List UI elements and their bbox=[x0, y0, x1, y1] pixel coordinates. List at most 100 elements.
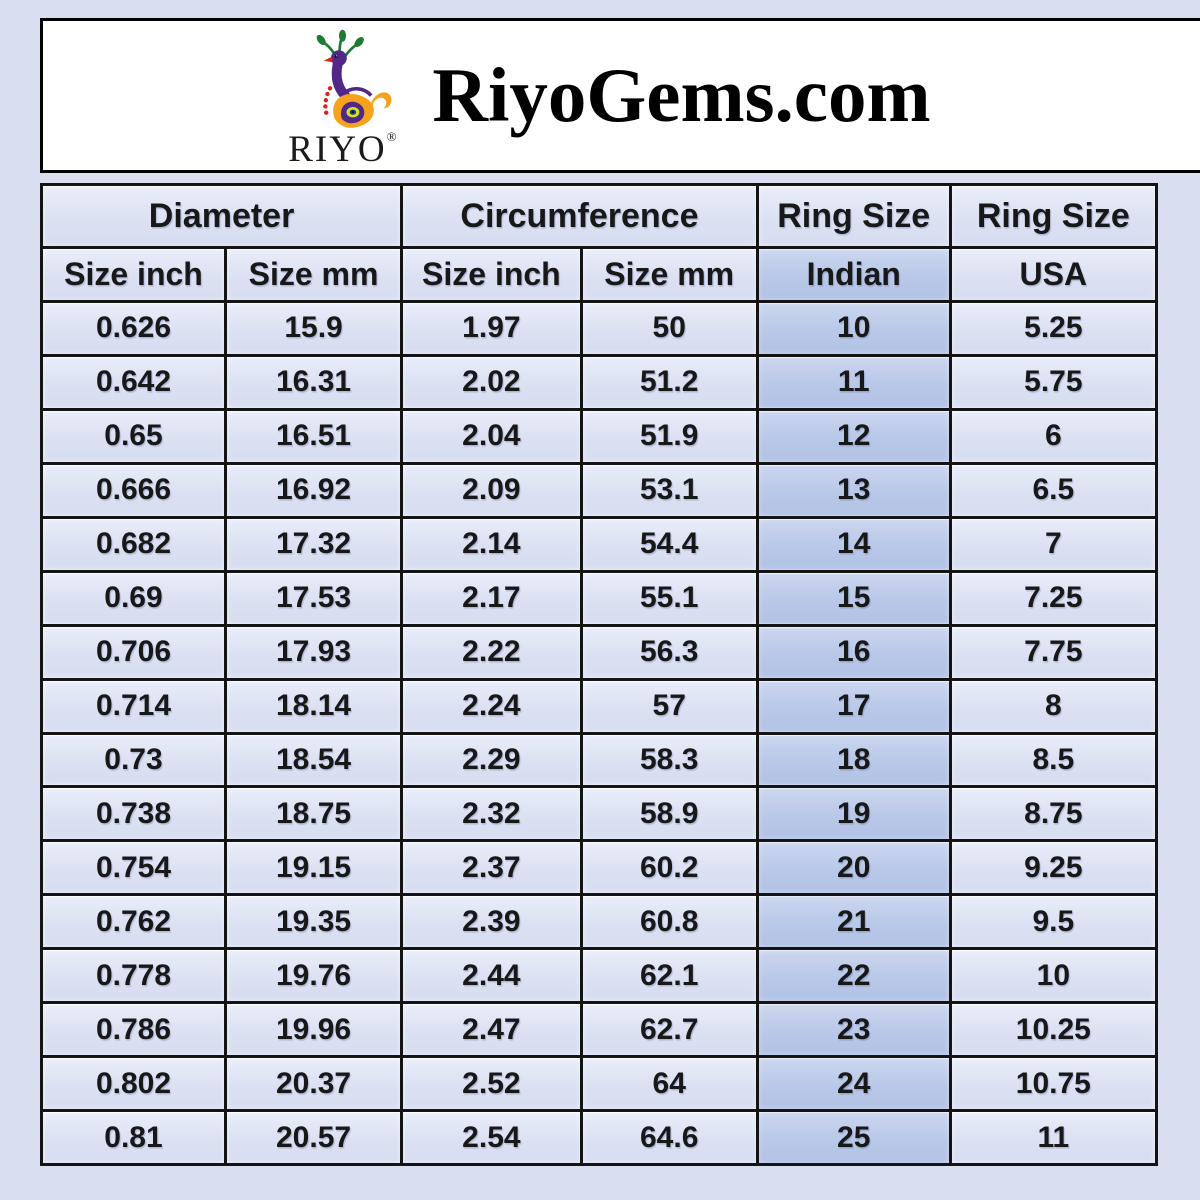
table-row: 0.73 18.54 2.29 58.3 18 8.5 bbox=[40, 731, 1159, 789]
table-cell: 2.29 bbox=[400, 731, 583, 789]
table-cell: 5.75 bbox=[948, 353, 1159, 411]
col-header-circumference-mm: Size mm bbox=[579, 246, 759, 303]
table-cell: 64 bbox=[579, 1055, 759, 1113]
table-cell: 5.25 bbox=[948, 300, 1159, 357]
table-cell: 18.54 bbox=[223, 731, 404, 789]
column-header-row: Size inch Size mm Size inch Size mm Indi… bbox=[40, 246, 1159, 303]
table-cell: 8.5 bbox=[948, 731, 1159, 789]
table-cell: 0.73 bbox=[40, 731, 227, 789]
table-cell: 15.9 bbox=[223, 300, 404, 357]
table-cell: 6 bbox=[948, 407, 1159, 465]
table-cell: 2.02 bbox=[400, 353, 583, 411]
table-cell: 2.17 bbox=[400, 569, 583, 627]
table-cell: 21 bbox=[755, 893, 952, 951]
table-cell: 2.39 bbox=[400, 893, 583, 951]
riyo-logo: RIYO® bbox=[266, 29, 418, 168]
table-cell: 0.626 bbox=[40, 300, 227, 357]
table-cell: 10.75 bbox=[948, 1055, 1159, 1113]
table-cell: 20.37 bbox=[223, 1055, 404, 1113]
table-cell: 62.7 bbox=[579, 1001, 759, 1059]
table-cell: 2.22 bbox=[400, 623, 583, 681]
table-cell: 0.802 bbox=[40, 1055, 227, 1113]
table-row: 0.714 18.14 2.24 57 17 8 bbox=[40, 677, 1159, 735]
table-cell: 17.53 bbox=[223, 569, 404, 627]
table-cell: 51.2 bbox=[579, 353, 759, 411]
table-row: 0.666 16.92 2.09 53.1 13 6.5 bbox=[40, 461, 1159, 519]
table-cell: 15 bbox=[755, 569, 952, 627]
table-row: 0.682 17.32 2.14 54.4 14 7 bbox=[40, 515, 1159, 573]
brand-header: RIYO® RiyoGems.com bbox=[40, 18, 1200, 173]
table-cell: 7.75 bbox=[948, 623, 1159, 681]
table-cell: 18 bbox=[755, 731, 952, 789]
table-cell: 11 bbox=[755, 353, 952, 411]
table-cell: 0.738 bbox=[40, 785, 227, 843]
table-row: 0.642 16.31 2.02 51.2 11 5.75 bbox=[40, 353, 1159, 411]
table-cell: 17.32 bbox=[223, 515, 404, 573]
table-cell: 0.778 bbox=[40, 947, 227, 1005]
table-cell: 16.92 bbox=[223, 461, 404, 519]
col-header-diameter-inch: Size inch bbox=[40, 246, 227, 303]
col-header-usa: USA bbox=[948, 246, 1159, 303]
table-row: 0.706 17.93 2.22 56.3 16 7.75 bbox=[40, 623, 1159, 681]
table-cell: 7.25 bbox=[948, 569, 1159, 627]
table-cell: 0.65 bbox=[40, 407, 227, 465]
col-header-circumference-inch: Size inch bbox=[400, 246, 583, 303]
table-cell: 51.9 bbox=[579, 407, 759, 465]
table-cell: 14 bbox=[755, 515, 952, 573]
table-cell: 2.14 bbox=[400, 515, 583, 573]
col-group-diameter: Diameter bbox=[39, 183, 404, 249]
table-cell: 19.96 bbox=[223, 1001, 404, 1059]
table-cell: 0.786 bbox=[40, 1001, 227, 1059]
table-cell: 20 bbox=[755, 839, 952, 897]
table-cell: 55.1 bbox=[579, 569, 759, 627]
table-cell: 19.15 bbox=[223, 839, 404, 897]
table-cell: 2.04 bbox=[400, 407, 583, 465]
table-cell: 20.57 bbox=[223, 1109, 404, 1166]
table-cell: 22 bbox=[755, 947, 952, 1005]
logo-wordmark: RIYO® bbox=[288, 128, 397, 168]
table-cell: 60.8 bbox=[579, 893, 759, 951]
table-row: 0.778 19.76 2.44 62.1 22 10 bbox=[40, 947, 1159, 1005]
table-cell: 2.09 bbox=[400, 461, 583, 519]
table-cell: 25 bbox=[755, 1109, 952, 1166]
table-row: 0.65 16.51 2.04 51.9 12 6 bbox=[40, 407, 1159, 465]
table-cell: 0.642 bbox=[40, 353, 227, 411]
table-cell: 0.69 bbox=[40, 569, 227, 627]
table-cell: 2.54 bbox=[400, 1109, 583, 1166]
table-cell: 53.1 bbox=[579, 461, 759, 519]
table-row: 0.802 20.37 2.52 64 24 10.75 bbox=[40, 1055, 1159, 1113]
logo-wordmark-text: RIYO bbox=[288, 128, 387, 170]
table-cell: 2.37 bbox=[400, 839, 583, 897]
table-cell: 11 bbox=[948, 1109, 1159, 1166]
table-row: 0.81 20.57 2.54 64.6 25 11 bbox=[40, 1109, 1159, 1166]
col-group-ring-size-usa: Ring Size bbox=[948, 183, 1159, 249]
table-cell: 17.93 bbox=[223, 623, 404, 681]
table-cell: 9.5 bbox=[948, 893, 1159, 951]
table-cell: 8.75 bbox=[948, 785, 1159, 843]
table-cell: 0.714 bbox=[40, 677, 227, 735]
registered-mark-icon: ® bbox=[386, 128, 397, 144]
table-cell: 0.666 bbox=[40, 461, 227, 519]
table-cell: 16.31 bbox=[223, 353, 404, 411]
table-cell: 12 bbox=[755, 407, 952, 465]
table-cell: 13 bbox=[755, 461, 952, 519]
table-cell: 10 bbox=[755, 300, 952, 357]
table-cell: 19 bbox=[755, 785, 952, 843]
table-cell: 57 bbox=[579, 677, 759, 735]
table-cell: 9.25 bbox=[948, 839, 1159, 897]
table-row: 0.69 17.53 2.17 55.1 15 7.25 bbox=[40, 569, 1159, 627]
table-cell: 0.762 bbox=[40, 893, 227, 951]
table-cell: 60.2 bbox=[579, 839, 759, 897]
table-cell: 19.76 bbox=[223, 947, 404, 1005]
table-cell: 62.1 bbox=[579, 947, 759, 1005]
table-row: 0.762 19.35 2.39 60.8 21 9.5 bbox=[40, 893, 1159, 951]
table-cell: 16.51 bbox=[223, 407, 404, 465]
table-cell: 0.81 bbox=[40, 1109, 227, 1166]
table-cell: 2.47 bbox=[400, 1001, 583, 1059]
table-cell: 16 bbox=[755, 623, 952, 681]
table-cell: 18.75 bbox=[223, 785, 404, 843]
table-row: 0.754 19.15 2.37 60.2 20 9.25 bbox=[40, 839, 1159, 897]
table-cell: 58.9 bbox=[579, 785, 759, 843]
table-cell: 24 bbox=[755, 1055, 952, 1113]
